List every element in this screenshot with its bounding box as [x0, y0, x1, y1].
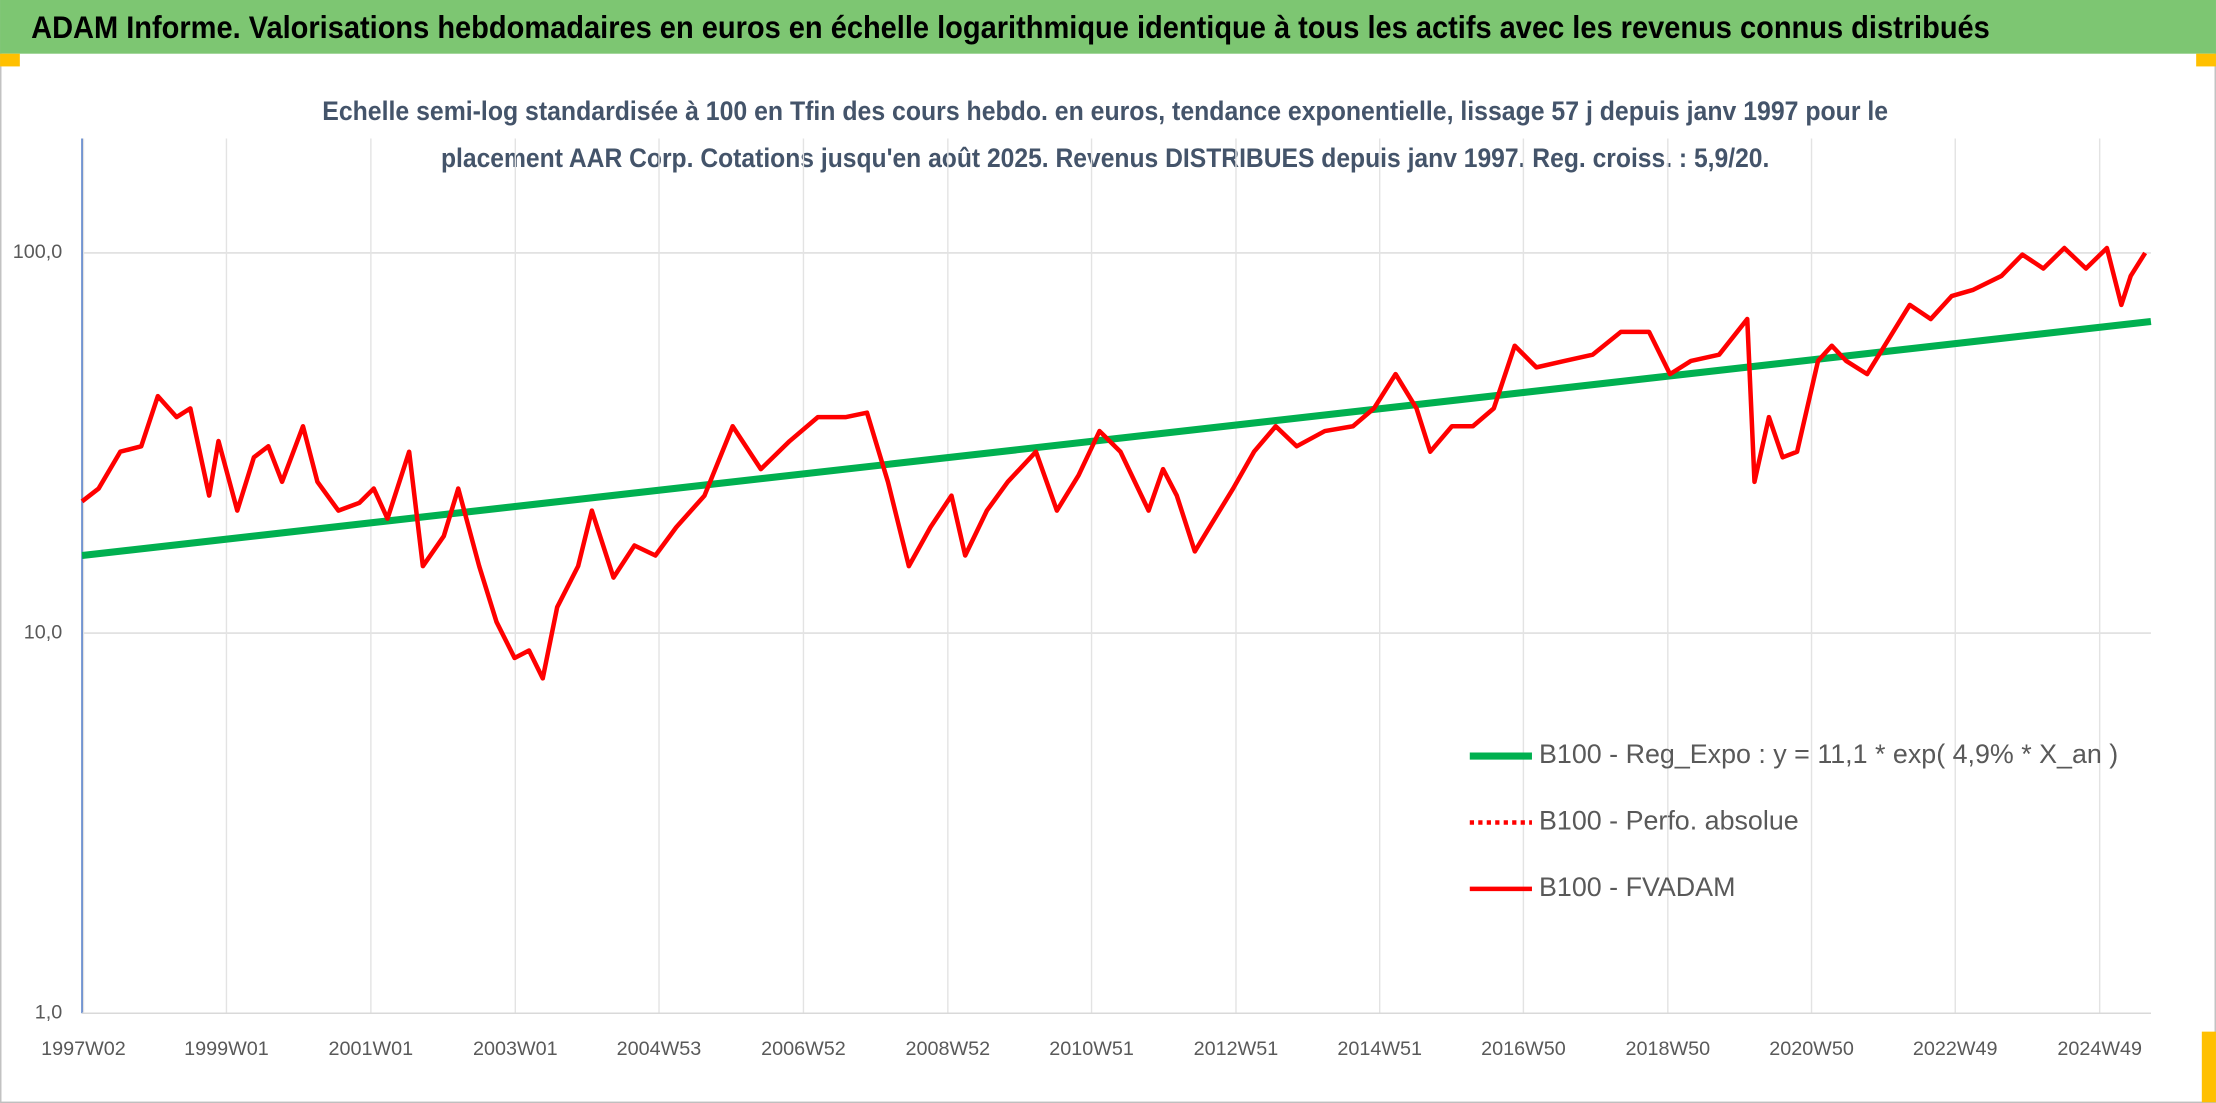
x-tick-label: 2003W01 — [473, 1038, 558, 1060]
x-tick-label: 2020W50 — [1769, 1038, 1854, 1060]
x-tick-label: 1999W01 — [184, 1038, 269, 1060]
corner — [0, 53, 20, 67]
legend-label: B100 - Perfo. absolue — [1539, 806, 1799, 836]
x-tick-label: 2024W49 — [2057, 1038, 2142, 1060]
x-tick-label: 2022W49 — [1913, 1038, 1998, 1060]
x-tick-label: 2012W51 — [1194, 1038, 1279, 1060]
x-tick-label: 2018W50 — [1626, 1038, 1711, 1060]
corner — [2201, 1031, 2216, 1103]
x-tick-label: 2014W51 — [1337, 1038, 1422, 1060]
legend-label: B100 - Reg_Expo : y = 11,1 * exp( 4,9% *… — [1539, 739, 2118, 769]
header-bar — [0, 0, 2216, 54]
series-line — [80, 245, 2148, 681]
y-tick-label: 10,0 — [24, 621, 62, 643]
y-tick-label: 1,0 — [35, 1001, 62, 1023]
y-tick-label: 100,0 — [13, 241, 62, 263]
page-title: ADAM Informe. Valorisations hebdomadaire… — [31, 10, 1990, 45]
legend-label: B100 - FVADAM — [1539, 872, 1735, 902]
x-tick-label: 2016W50 — [1481, 1038, 1566, 1060]
corner — [2196, 53, 2216, 67]
x-tick-label: 2004W53 — [617, 1038, 702, 1060]
x-tick-label: 2001W01 — [329, 1038, 414, 1060]
chart-subtitle: Echelle semi-log standardisée à 100 en T… — [322, 96, 1888, 126]
series-line — [81, 318, 2152, 560]
x-tick-label: 1997W02 — [41, 1038, 126, 1060]
x-tick-label: 2008W52 — [906, 1038, 991, 1060]
x-tick-label: 2006W52 — [761, 1038, 846, 1060]
x-tick-label: 2010W51 — [1049, 1038, 1134, 1060]
chart-subtitle: placement AAR Corp. Cotations jusqu'en a… — [441, 143, 1769, 173]
